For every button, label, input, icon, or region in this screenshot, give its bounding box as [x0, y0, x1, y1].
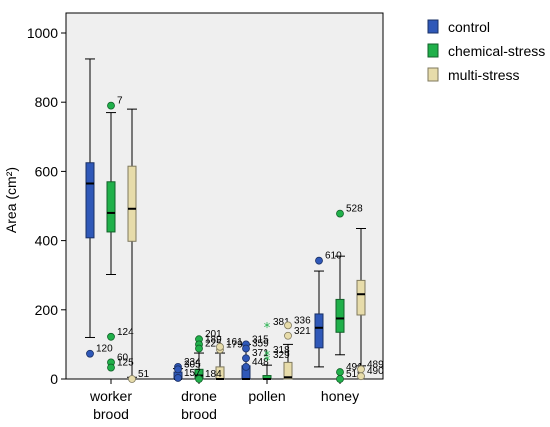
outlier-point: [242, 354, 250, 363]
outlier-point: [357, 365, 365, 374]
box-iqr: [356, 279, 366, 316]
box-control-0: [85, 58, 95, 338]
box-iqr: [106, 181, 116, 233]
outlier-label: 315: [252, 334, 269, 345]
x-axis: worker brood drone brood pollen honey: [89, 379, 359, 422]
y-tick-label: 200: [35, 302, 59, 318]
outlier-label: 120: [96, 344, 113, 355]
box-chemical-stress-0: [106, 112, 116, 276]
outlier-label: 448: [252, 357, 269, 368]
legend-label: multi-stress: [448, 67, 520, 83]
outlier-point: [107, 101, 115, 110]
outlier-label: 225: [205, 339, 222, 350]
outlier-star: *: [264, 321, 271, 336]
outlier-point: [357, 372, 365, 381]
box-multi-stress-0: [127, 108, 137, 378]
outlier-label: 528: [346, 204, 363, 215]
outlier-label: 381: [273, 317, 290, 328]
box-iqr: [127, 165, 137, 242]
outlier-label: 184: [205, 369, 222, 380]
legend: control chemical-stress multi-stress: [427, 19, 545, 83]
legend-label: control: [448, 19, 490, 35]
outlier-point: [336, 209, 344, 218]
box-control-3: [314, 270, 324, 368]
outlier-point: [107, 332, 115, 341]
outlier-label: 179: [226, 340, 243, 351]
box-iqr: [283, 361, 293, 380]
y-axis-label: Area (cm²): [3, 167, 19, 233]
legend-swatch-control: [427, 19, 439, 34]
outlier-label: 610: [325, 251, 342, 262]
outlier-label: 157: [184, 368, 201, 379]
outlier-label: 7: [117, 96, 123, 107]
outlier-label: 491: [346, 362, 363, 373]
x-tick-label: worker: [89, 388, 132, 404]
outlier-point: [195, 375, 203, 383]
outlier-label: 318: [273, 345, 290, 356]
outlier-label: 125: [117, 358, 134, 369]
outlier-point: [336, 375, 344, 383]
legend-swatch-multi-stress: [427, 67, 439, 82]
outlier-label: 161: [226, 337, 243, 348]
outlier-point: [174, 374, 182, 382]
outlier-point: [107, 363, 115, 372]
box-multi-stress-2: [283, 343, 293, 380]
y-tick-label: 400: [35, 233, 59, 249]
x-tick-label-line2: brood: [181, 406, 217, 422]
outlier-label: 329: [273, 350, 290, 361]
x-tick-label: drone: [181, 388, 217, 404]
y-tick-label: 600: [35, 163, 59, 179]
outlier-point: [216, 342, 224, 351]
plot-area: [65, 12, 384, 380]
outlier-point: [242, 362, 250, 371]
outlier-label: 189: [205, 334, 222, 345]
box-iqr: [85, 162, 95, 239]
outlier-star: *: [264, 354, 271, 369]
y-axis: 0 200 400 600 800 1000: [27, 25, 66, 387]
outlier-point: [86, 349, 94, 358]
outlier-label: 519: [346, 369, 363, 380]
outlier-label: 124: [117, 327, 134, 338]
outlier-label: 201: [205, 329, 222, 340]
outlier-label: 234: [184, 357, 201, 368]
outlier-label: 336: [294, 315, 311, 326]
outlier-point: [315, 256, 323, 265]
x-tick-label: honey: [321, 388, 359, 404]
outlier-label: 305: [184, 359, 201, 370]
outlier-label: 371: [252, 348, 269, 359]
outlier-label: 321: [294, 326, 311, 337]
outlier-star: *: [264, 349, 271, 364]
outlier-label: 489: [367, 359, 384, 370]
x-tick-label: pollen: [248, 388, 285, 404]
outlier-point: [336, 368, 344, 376]
outlier-point: [195, 344, 203, 353]
y-tick-label: 0: [50, 371, 58, 387]
outlier-point: [284, 321, 292, 330]
legend-swatch-chemical-stress: [427, 43, 439, 58]
box-chemical-stress-2: [262, 364, 272, 380]
outlier-point: [242, 344, 250, 353]
y-tick-label: 800: [35, 94, 59, 110]
outlier-label: 490: [367, 366, 384, 377]
x-tick-label-line2: brood: [93, 406, 129, 422]
outlier-label: 359: [252, 339, 269, 350]
box-chemical-stress-3: [335, 255, 345, 356]
outlier-point: [128, 375, 136, 383]
outlier-label: 51: [138, 369, 150, 380]
box-multi-stress-1: [215, 352, 225, 380]
outlier-point: [174, 365, 182, 374]
outlier-point: [284, 331, 292, 340]
y-tick-label: 1000: [27, 25, 58, 41]
legend-label: chemical-stress: [448, 43, 545, 59]
outlier-label: 60: [117, 352, 129, 363]
box-iqr: [335, 298, 345, 333]
box-iqr: [314, 313, 324, 349]
